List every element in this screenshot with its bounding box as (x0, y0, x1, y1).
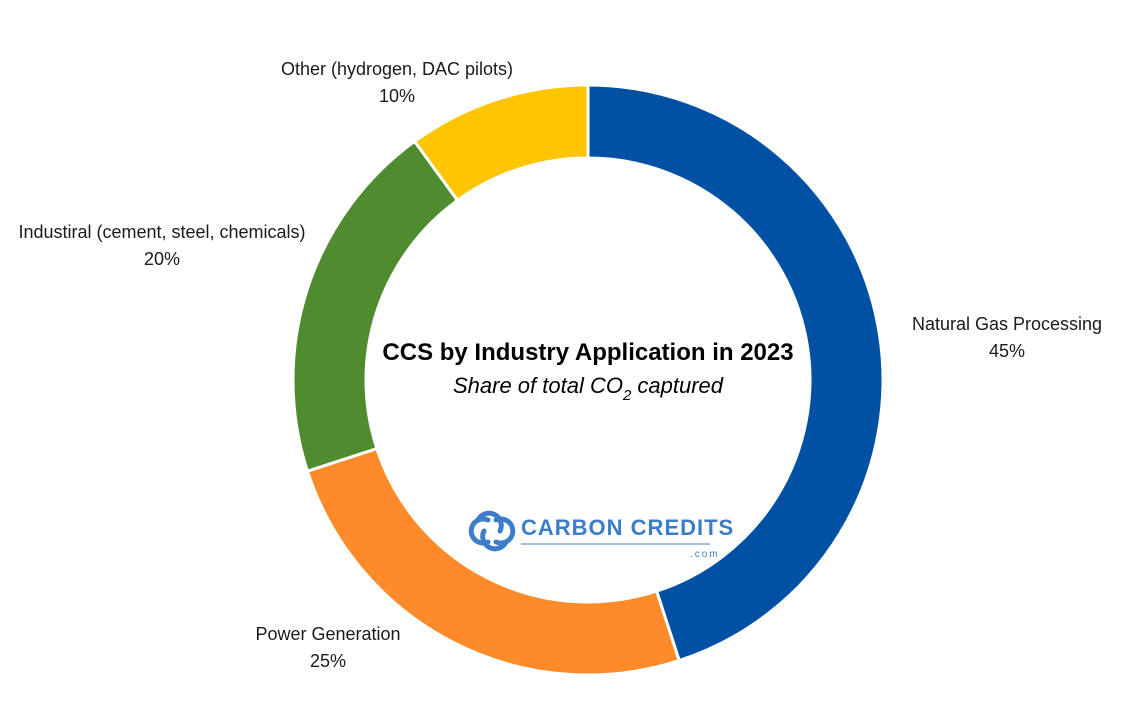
logo-text: CARBON CREDITS (521, 515, 734, 540)
slice-value-label: 10% (379, 86, 415, 106)
donut-slice-natural-gas-processing (586, 83, 885, 663)
slice-label: Power Generation (255, 624, 400, 644)
donut-slice-industiral-cement-steel-chemicals (291, 139, 460, 474)
slice-value-label: 25% (310, 651, 346, 671)
linked-rings-icon (468, 510, 516, 552)
slice-label: Other (hydrogen, DAC pilots) (281, 59, 513, 79)
slice-value-label: 45% (989, 341, 1025, 361)
donut-slice-other-hydrogen-dac-pilots (412, 83, 590, 203)
logo-suffix: .com (690, 549, 720, 560)
slice-value-label: 20% (144, 249, 180, 269)
slice-label: Natural Gas Processing (912, 314, 1102, 334)
carbon-credits-logo: CARBON CREDITS .com (468, 510, 734, 560)
chart-subtitle: Share of total CO2 captured (453, 373, 724, 404)
slice-label: Industiral (cement, steel, chemicals) (18, 222, 305, 242)
chart-title: CCS by Industry Application in 2023 (382, 339, 793, 366)
subtitle-subscript: 2 (622, 387, 632, 404)
slice-labels: Natural Gas Processing 45% Power Generatio… (18, 59, 1102, 671)
donut-slices (291, 83, 885, 677)
